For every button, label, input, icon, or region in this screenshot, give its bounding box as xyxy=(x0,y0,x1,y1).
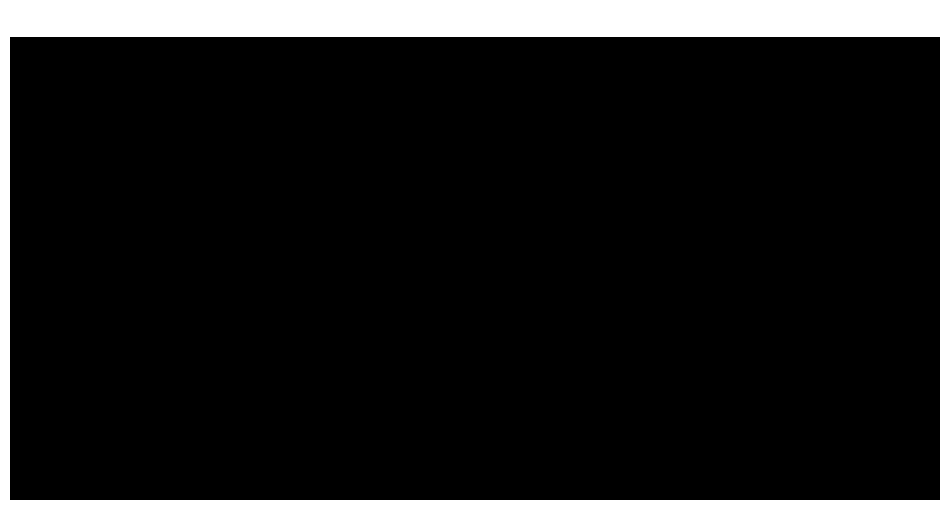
chart-title xyxy=(0,2,950,36)
word-cloud xyxy=(10,37,940,500)
